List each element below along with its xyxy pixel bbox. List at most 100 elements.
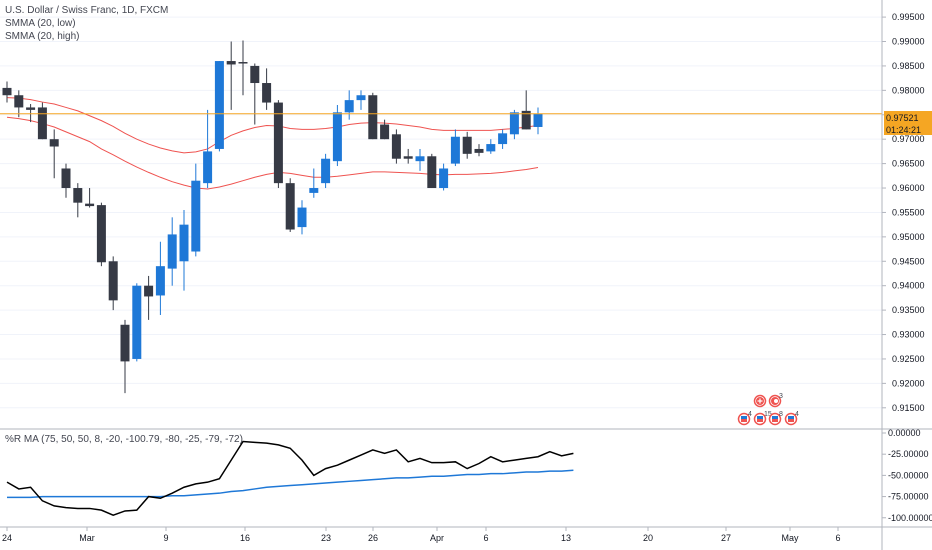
event-marker-flag[interactable]: 4 (737, 411, 753, 426)
time-tick-label: Mar (79, 533, 95, 543)
candle-body (332, 112, 342, 162)
candle (415, 148, 425, 171)
smma-high-line (6, 97, 539, 154)
time-tick-label: 16 (240, 533, 250, 543)
candle-body (285, 183, 295, 230)
event-markers[interactable]: 3 4 15 8 4 (737, 393, 800, 426)
candle-body (391, 134, 401, 159)
candle-body (297, 207, 307, 228)
price-tick-label: 0.99500 (892, 12, 925, 22)
candle-body (344, 100, 354, 113)
candle-body (85, 203, 95, 207)
event-marker-flag[interactable]: 8 (768, 411, 784, 426)
price-tick-label: 0.93500 (892, 305, 925, 315)
candle-body (2, 87, 12, 96)
candle (73, 183, 83, 218)
time-tick-label: 27 (721, 533, 731, 543)
candle-body (427, 156, 437, 189)
event-marker-plus[interactable] (753, 394, 767, 408)
osc-axis[interactable]: 0.00000 -25.00000 -50.00000 -75.00000 -100.0… (882, 428, 932, 523)
candle (120, 319, 130, 394)
candle (486, 139, 496, 154)
candle (380, 119, 390, 140)
time-tick-label: 13 (561, 533, 571, 543)
smma-low-line (6, 116, 539, 190)
osc-tick-label: -100.00000 (888, 513, 932, 523)
time-axis[interactable]: 24 Mar 9 16 23 26 Apr 6 13 20 27 May 6 (2, 527, 841, 543)
price-tick-label: 0.92000 (892, 378, 925, 388)
candle (203, 109, 213, 189)
candle (356, 90, 366, 110)
candle-body (203, 151, 213, 184)
candle (344, 90, 354, 120)
candle (450, 129, 460, 167)
osc-tick-label: -75.00000 (888, 492, 929, 502)
time-tick-label: 9 (163, 533, 168, 543)
price-tick-label: 0.96500 (892, 159, 925, 169)
price-tick-label: 0.95000 (892, 232, 925, 242)
smma-high-label: SMMA (20, high) (5, 31, 79, 42)
candle (321, 153, 331, 189)
osc-tick-label: -50.00000 (888, 470, 929, 480)
candle-body (191, 180, 201, 252)
candle (474, 144, 484, 157)
candle-body (368, 95, 378, 140)
price-tick-label: 0.92500 (892, 354, 925, 364)
time-tick-label: 24 (2, 533, 12, 543)
candle-body (309, 188, 319, 193)
osc-label: %R MA (75, 50, 50, 8, -20, -100.79, -80,… (5, 434, 243, 445)
candle (332, 105, 342, 167)
candle (167, 217, 177, 286)
candle (250, 63, 260, 125)
candle-body (37, 107, 47, 140)
candle-body (321, 158, 331, 184)
osc-r-line (6, 440, 574, 517)
candle-body (61, 168, 71, 189)
candle (179, 210, 189, 291)
event-marker-flag[interactable]: 4 (784, 411, 800, 426)
price-tick-label: 0.97000 (892, 134, 925, 144)
candle (155, 241, 165, 315)
price-tick-label: 0.94500 (892, 256, 925, 266)
candle-body (474, 148, 484, 153)
osc-tick-label: -25.00000 (888, 449, 929, 459)
price-tick-label: 0.93000 (892, 330, 925, 340)
candle-body (450, 136, 460, 164)
event-marker-flag[interactable]: 15 (753, 411, 772, 426)
event-marker-c[interactable]: 3 (768, 393, 784, 408)
price-tick-label: 0.98500 (892, 61, 925, 71)
candle (214, 61, 224, 152)
time-tick-label: 20 (643, 533, 653, 543)
smma-layer (6, 97, 539, 190)
flag-icon (741, 419, 747, 422)
candle (85, 188, 95, 208)
time-tick-label: 26 (368, 533, 378, 543)
candle-body (238, 62, 248, 64)
candle-body (96, 205, 106, 263)
candle (368, 92, 378, 140)
candle-body (262, 83, 272, 103)
candle-body (167, 234, 177, 269)
price-tick-label: 0.99000 (892, 37, 925, 47)
candle (498, 129, 508, 149)
candle-body (380, 124, 390, 140)
price-tick-label: 0.96000 (892, 183, 925, 193)
candle (309, 168, 319, 198)
candle (191, 163, 201, 257)
price-tick-label: 0.94000 (892, 281, 925, 291)
candle-body (14, 95, 24, 108)
price-axis[interactable]: 0.995000.990000.985000.980000.975000.970… (882, 12, 925, 413)
candle (297, 200, 307, 235)
event-count: 4 (748, 411, 752, 418)
candle (509, 109, 519, 140)
flag-icon (788, 419, 794, 422)
candle-body (155, 266, 165, 296)
candle-body (26, 107, 36, 110)
candle (144, 275, 154, 320)
candle (61, 163, 71, 198)
smma-low-label: SMMA (20, low) (5, 18, 76, 29)
candle (226, 41, 236, 110)
candle-body (226, 61, 236, 65)
candle-body (439, 168, 449, 189)
